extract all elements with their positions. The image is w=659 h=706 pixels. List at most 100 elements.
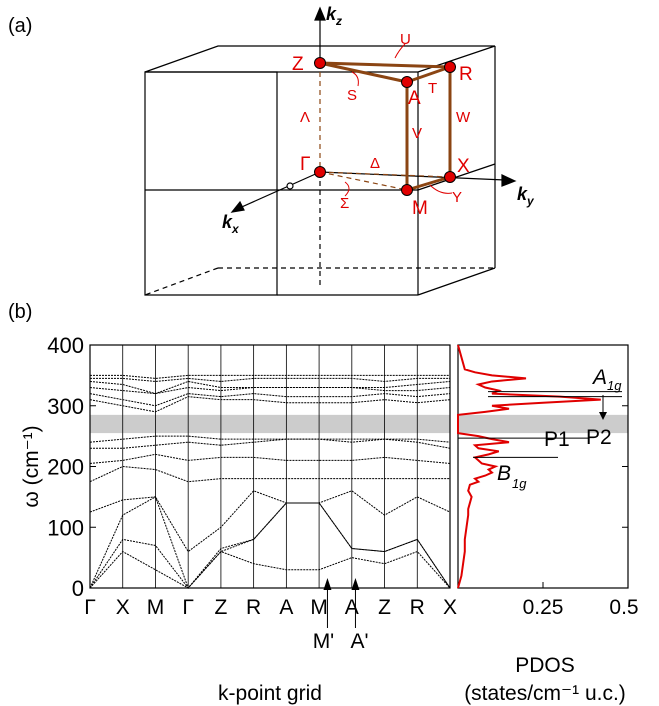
point-A xyxy=(401,76,413,88)
label-Gamma: Γ xyxy=(300,154,310,175)
gap-band xyxy=(90,414,450,434)
point-R xyxy=(444,61,456,73)
label-X: X xyxy=(457,156,470,177)
point-M xyxy=(401,184,413,196)
x-tick-label: R xyxy=(410,596,425,619)
m-prime-arrowhead xyxy=(323,578,332,590)
x-tick-label: A xyxy=(279,596,293,619)
brillouin-zone-diagram xyxy=(144,6,517,296)
callout-U xyxy=(394,43,406,59)
high-symmetry-path xyxy=(319,61,452,192)
b1g-label: B xyxy=(497,462,511,485)
a1g-subscript: 1g xyxy=(607,378,622,393)
x-tick-label: M xyxy=(147,596,165,619)
a-prime-arrowhead xyxy=(351,578,360,590)
cube-front-face xyxy=(144,71,278,296)
x-tick-label: Z xyxy=(378,596,391,619)
sigma-line xyxy=(319,171,408,191)
callout-Y xyxy=(429,184,453,194)
phonon-branch xyxy=(89,453,451,464)
symmetry-points xyxy=(314,57,456,196)
label-Z: Z xyxy=(292,54,304,75)
x-axis-label: k-point grid xyxy=(218,682,322,705)
label-M: M xyxy=(412,198,428,219)
y-tick-label: 400 xyxy=(47,333,84,358)
phonon-branch xyxy=(89,490,451,553)
label-Y: Y xyxy=(452,189,462,206)
panel-label-b: (b) xyxy=(8,301,32,323)
phonon-branch xyxy=(89,550,451,589)
point-labels: Z A R Γ M X xyxy=(292,54,473,219)
cube-edge-hidden xyxy=(144,267,219,296)
label-A: A xyxy=(408,88,421,109)
kx-arrowhead xyxy=(230,200,245,213)
label-Lambda: Λ xyxy=(300,109,310,126)
delta-line xyxy=(319,171,451,178)
y-tick-label: 0 xyxy=(72,576,84,601)
p2-arrowhead xyxy=(599,412,607,420)
callout-S xyxy=(351,71,359,87)
y-axis-label: ω (cm⁻¹) xyxy=(20,425,43,507)
kx-label: kx xyxy=(222,212,240,236)
label-T: T xyxy=(428,80,437,97)
x-tick-label: Γ xyxy=(182,596,194,619)
line-labels: U S T W V Λ Δ Σ Y xyxy=(300,31,471,212)
kz-label: kz xyxy=(326,4,342,28)
p1-label: P1 xyxy=(544,428,570,451)
ky-label: ky xyxy=(517,184,535,208)
y-tick-label: 300 xyxy=(47,394,84,419)
pdos-x-label: PDOS xyxy=(515,654,575,677)
phonon-branch xyxy=(89,393,451,407)
x-tick-label: Z xyxy=(214,596,227,619)
y-tick-label: 200 xyxy=(47,455,84,480)
point-X xyxy=(444,171,456,183)
callout-sigma xyxy=(344,181,350,197)
cube-edge xyxy=(417,267,496,296)
x-tick-label: R xyxy=(246,596,261,619)
phonon-branch xyxy=(89,496,451,589)
phonon-branch xyxy=(89,380,451,395)
y-tick-label: 100 xyxy=(47,515,84,540)
x-tick-label: 0.5 xyxy=(609,596,638,619)
phonon-branch xyxy=(89,435,451,443)
gap-band xyxy=(458,414,628,434)
line-label-callouts xyxy=(344,43,453,197)
label-Delta: Δ xyxy=(370,155,380,172)
point-Z xyxy=(314,57,326,69)
x-tick-label: M xyxy=(310,596,328,619)
phonon-branch xyxy=(90,374,450,379)
a-prime-label: A' xyxy=(350,630,368,653)
kz-arrowhead xyxy=(314,6,326,21)
pdos-curve xyxy=(457,344,601,589)
kx-origin-dot xyxy=(286,182,294,190)
a1g-label: A xyxy=(591,366,607,389)
phonon-branch xyxy=(89,502,451,589)
x-tick-label: 0.25 xyxy=(523,596,564,619)
label-R: R xyxy=(459,64,473,85)
label-Sigma: Σ xyxy=(340,195,349,212)
path-segment-T xyxy=(406,65,451,84)
label-V: V xyxy=(412,125,422,142)
x-tick-label: A xyxy=(345,596,359,619)
phonon-branch xyxy=(89,465,450,483)
path-segment-Y xyxy=(406,175,451,192)
m-prime-label: M' xyxy=(313,630,335,653)
x-tick-label: X xyxy=(443,596,457,619)
pdos-x-units: (states/cm⁻¹ u.c.) xyxy=(464,682,626,705)
ky-arrowhead xyxy=(501,174,517,187)
label-S: S xyxy=(347,87,357,104)
phonon-branch xyxy=(89,396,451,413)
path-segment-S xyxy=(319,61,408,84)
label-W: W xyxy=(456,109,471,126)
panel-label-a: (a) xyxy=(8,15,32,37)
point-Gamma xyxy=(314,166,326,178)
label-U: U xyxy=(400,31,411,48)
x-tick-label: Γ xyxy=(84,596,96,619)
phonon-branch xyxy=(90,438,451,449)
b1g-subscript: 1g xyxy=(512,476,527,491)
phonon-branch xyxy=(90,377,450,382)
path-segment-U xyxy=(319,61,451,69)
